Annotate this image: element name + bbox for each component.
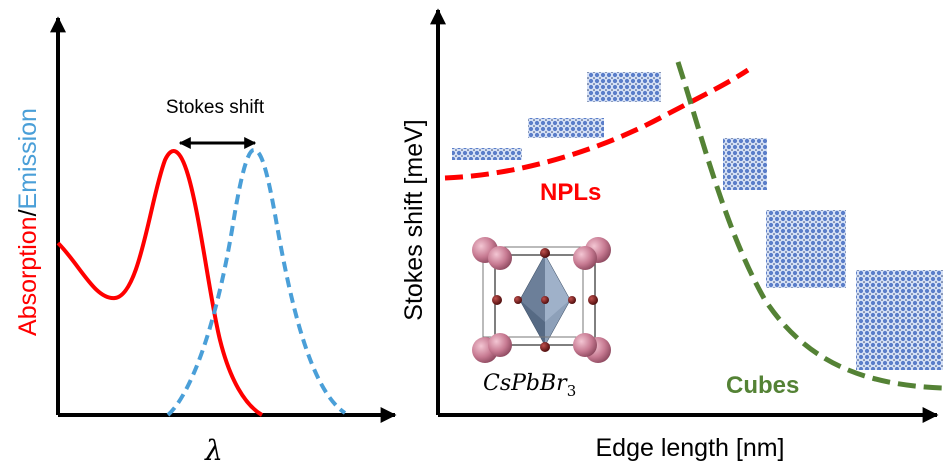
- absorption-curve: [56, 149, 264, 417]
- crystal-structure-image: [472, 237, 611, 363]
- npl-tile-3: [587, 72, 661, 102]
- cubes-label: Cubes: [726, 372, 799, 399]
- left-panel: Stokes shift Absorption/Emission λ: [14, 16, 397, 467]
- cube-tile-1: [723, 138, 767, 190]
- left-y-label: Absorption/Emission: [14, 108, 42, 336]
- right-x-label: Edge length [nm]: [595, 434, 784, 462]
- absorption-label: Absorption: [14, 216, 42, 336]
- cube-tile-3: [856, 270, 943, 370]
- npl-tile-2: [528, 118, 604, 138]
- crystal-formula: CsPbBr3: [483, 371, 576, 400]
- npls-label: NPLs: [540, 179, 601, 206]
- stokes-shift-annotation: Stokes shift: [166, 97, 265, 118]
- npl-tile-1: [452, 148, 522, 160]
- npls-trend-curve: [444, 67, 750, 181]
- left-x-label: λ: [204, 434, 223, 467]
- ylabel-separator: /: [14, 209, 42, 216]
- emission-label: Emission: [14, 108, 42, 209]
- right-y-label: Stokes shift [meV]: [400, 119, 428, 320]
- emission-curve: [166, 147, 347, 417]
- cube-tile-2: [766, 210, 846, 288]
- right-panel: NPLs Cubes: [400, 8, 943, 462]
